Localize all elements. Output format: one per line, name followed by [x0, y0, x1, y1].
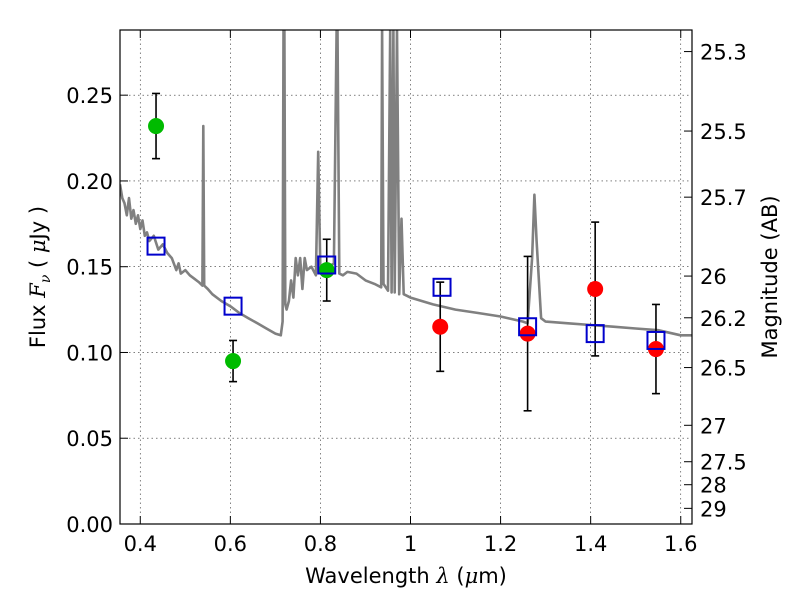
plot-area	[120, 30, 692, 524]
y2-tick-label: 27.5	[700, 451, 747, 475]
ticks: 0.4 0.6 0.8 1 1.2 1.4 1.6 0.00 0.05 0.10 0.15 0.20 0…	[66, 30, 747, 556]
model-photometry-square	[585, 324, 605, 344]
y-tick-label: 0.10	[66, 341, 113, 365]
photometry-point	[432, 318, 449, 335]
photometry-point	[148, 118, 165, 135]
x-tick-label: 0.4	[124, 532, 157, 556]
model-photometry-square	[317, 255, 337, 275]
photometry-point	[318, 262, 335, 279]
x-axis-label: Wavelength λ (μm)	[305, 564, 507, 588]
x-tick-label: 1.2	[484, 532, 517, 556]
data-points-layer	[146, 92, 666, 412]
grid	[120, 30, 692, 524]
x-tick-label: 0.6	[214, 532, 247, 556]
y2-tick-label: 26.5	[700, 357, 747, 381]
y-tick-label: 0.00	[66, 513, 113, 537]
y2-tick-label: 26	[700, 265, 727, 289]
y2-axis-label: Magnitude (AB)	[758, 195, 782, 358]
x-tick-label: 1.4	[574, 532, 607, 556]
x-tick-label: 1	[404, 532, 417, 556]
y-tick-label: 0.20	[66, 170, 113, 194]
y-tick-label: 0.05	[66, 427, 113, 451]
model-photometry-square	[518, 317, 538, 337]
y-tick-label: 0.15	[66, 256, 113, 280]
y2-tick-label: 26.2	[700, 307, 747, 331]
photometry-point	[587, 281, 604, 298]
y2-tick-label: 25.3	[700, 41, 747, 65]
y2-tick-label: 27	[700, 414, 727, 438]
plot-frame	[119, 29, 693, 525]
model-photometry-square	[646, 330, 666, 350]
y-tick-label: 0.25	[66, 84, 113, 108]
model-photometry-square	[146, 236, 166, 256]
y2-tick-label: 25.7	[700, 186, 747, 210]
x-tick-label: 1.6	[664, 532, 697, 556]
y2-tick-label: 28	[700, 474, 727, 498]
y2-tick-label: 25.5	[700, 120, 747, 144]
x-tick-label: 0.8	[304, 532, 337, 556]
photometry-point	[519, 325, 536, 342]
model-photometry-square	[432, 277, 452, 297]
y2-tick-label: 29	[700, 497, 727, 521]
model-photometry-square	[223, 296, 243, 316]
photometry-point	[225, 353, 242, 370]
